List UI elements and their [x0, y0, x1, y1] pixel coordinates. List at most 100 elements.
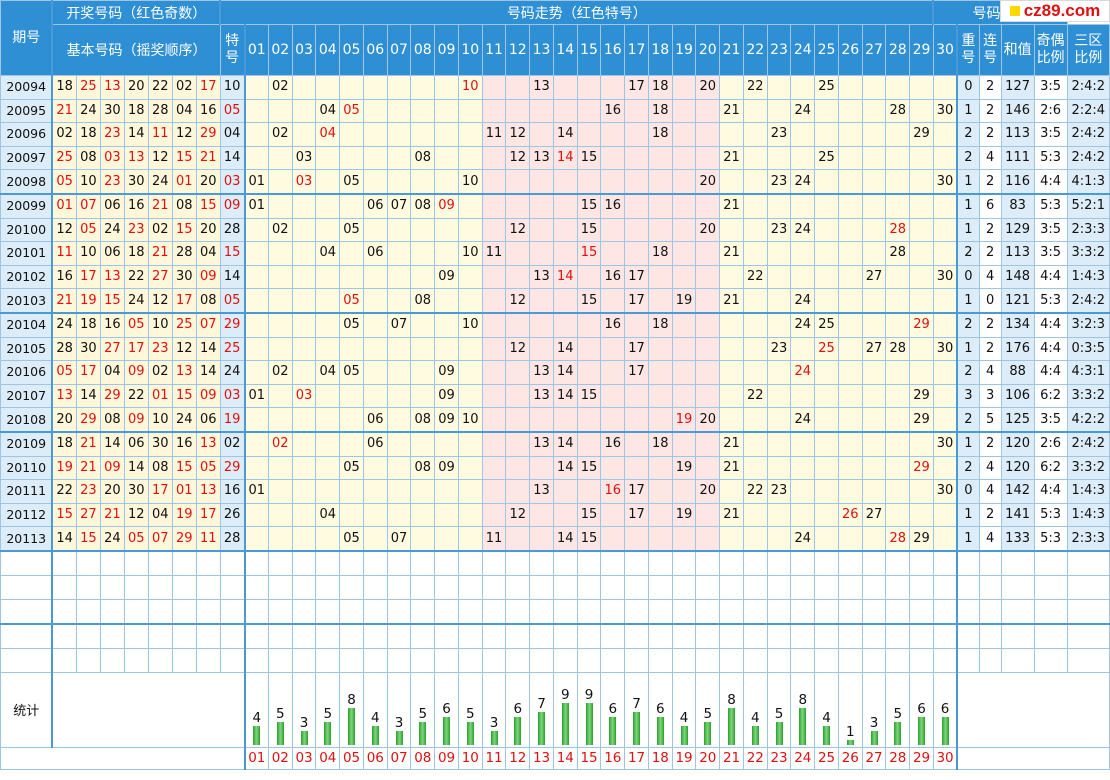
stat-value-label: 5 — [893, 705, 903, 722]
trend-cell-15 — [576, 479, 602, 504]
trend-cell-13: 13 — [529, 264, 554, 290]
sum-cell: 141 — [1000, 502, 1035, 528]
trend-cell-18 — [647, 145, 673, 171]
empty-cell — [814, 647, 839, 673]
trend-cell-25 — [814, 193, 839, 219]
col-header-05: 05 — [339, 24, 364, 76]
trend-cell-11 — [481, 455, 507, 481]
trend-cell-08 — [410, 241, 436, 266]
empty-cell — [171, 574, 197, 600]
stat-bar-cell: 5 — [410, 671, 436, 748]
empty-cell — [267, 623, 293, 649]
footer-number-24: 24 — [790, 746, 816, 770]
col-header-04: 04 — [315, 24, 341, 76]
trend-cell-26 — [837, 383, 863, 409]
trend-cell-28 — [885, 312, 911, 338]
empty-cell — [195, 574, 221, 600]
site-logo[interactable]: cz89.com — [1000, 0, 1110, 22]
empty-cell — [315, 598, 341, 625]
empty-cell — [576, 623, 602, 649]
basic-number-cell: 14 — [195, 336, 221, 362]
trend-cell-21 — [719, 360, 744, 385]
empty-cell — [386, 574, 412, 600]
trend-cell-22 — [742, 526, 768, 552]
trend-cell-23 — [766, 241, 792, 266]
trend-cell-19 — [671, 336, 697, 362]
trend-cell-19: 19 — [671, 502, 697, 528]
empty-cell — [576, 647, 602, 673]
consecutive-cell: 2 — [978, 217, 1002, 243]
trend-cell-21 — [719, 312, 744, 338]
basic-number-cell: 13 — [171, 360, 197, 385]
basic-number-cell: 09 — [195, 383, 221, 409]
trend-cell-11: 11 — [481, 122, 507, 147]
basic-number-cell: 01 — [171, 479, 197, 504]
empty-cell — [99, 574, 125, 600]
stat-bar-cell: 1 — [837, 671, 863, 748]
trend-cell-27 — [861, 145, 887, 171]
trend-cell-24 — [790, 264, 816, 290]
empty-cell — [790, 574, 816, 600]
trend-cell-27 — [861, 169, 887, 195]
col-header-25: 25 — [814, 24, 839, 76]
trend-cell-23 — [766, 75, 792, 100]
trend-cell-25 — [814, 407, 839, 433]
trend-cell-21: 21 — [719, 288, 744, 314]
empty-cell — [147, 550, 173, 576]
footer-number-03: 03 — [291, 746, 317, 770]
trend-cell-17 — [624, 145, 649, 171]
empty-cell — [932, 623, 958, 649]
trend-cell-22: 22 — [742, 383, 768, 409]
empty-cell — [147, 623, 173, 649]
basic-number-cell: 04 — [99, 360, 125, 385]
col-header-03: 03 — [291, 24, 317, 76]
trend-cell-25 — [814, 122, 839, 147]
empty-cell — [837, 623, 863, 649]
trend-cell-14 — [552, 479, 578, 504]
empty-cell — [434, 550, 459, 576]
sum-cell: 127 — [1000, 75, 1035, 100]
empty-cell — [956, 647, 980, 673]
trend-cell-20 — [695, 98, 721, 124]
empty-cell — [410, 647, 436, 673]
draw-row: 20100 12 05 24 23 02 15 20 28 02 05 12 15 20 23 24 28 1 2 1… — [0, 217, 1110, 243]
empty-cell — [861, 574, 887, 600]
repeat-cell: 2 — [956, 241, 980, 266]
odd-even-cell: 5:3 — [1033, 288, 1068, 314]
trend-cell-10 — [457, 360, 483, 385]
trend-cell-14: 14 — [552, 122, 578, 147]
special-number-cell: 09 — [219, 193, 246, 219]
trend-cell-25: 25 — [814, 145, 839, 171]
trend-cell-16 — [600, 502, 626, 528]
trend-cell-18: 18 — [647, 122, 673, 147]
col-consecutive-header: 连号 — [978, 24, 1002, 76]
trend-cell-25 — [814, 241, 839, 266]
empty-cell — [647, 574, 673, 600]
basic-number-cell: 04 — [147, 502, 173, 528]
footer-number-25: 25 — [814, 746, 839, 770]
repeat-cell: 1 — [956, 502, 980, 528]
stat-value-label: 3 — [394, 714, 404, 731]
basic-number-cell: 22 — [51, 479, 77, 504]
empty-cell — [481, 647, 507, 673]
empty-cell — [1000, 574, 1035, 600]
trend-cell-18 — [647, 455, 673, 481]
trend-cell-23 — [766, 145, 792, 171]
stat-bar — [371, 725, 379, 745]
trend-cell-19 — [671, 360, 697, 385]
trend-cell-30: 30 — [932, 264, 958, 290]
trend-cell-07 — [386, 288, 412, 314]
trend-cell-18 — [647, 264, 673, 290]
stat-bar — [846, 739, 854, 745]
empty-cell — [1033, 598, 1068, 625]
trend-cell-05: 05 — [339, 455, 364, 481]
trend-cell-08: 08 — [410, 407, 436, 433]
repeat-cell: 1 — [956, 193, 980, 219]
trend-cell-13 — [529, 122, 554, 147]
basic-number-cell: 20 — [123, 75, 149, 100]
trend-cell-15: 15 — [576, 455, 602, 481]
trend-cell-17 — [624, 455, 649, 481]
basic-number-cell: 19 — [171, 502, 197, 528]
trend-cell-04 — [315, 383, 341, 409]
stat-value-label: 6 — [608, 700, 618, 717]
